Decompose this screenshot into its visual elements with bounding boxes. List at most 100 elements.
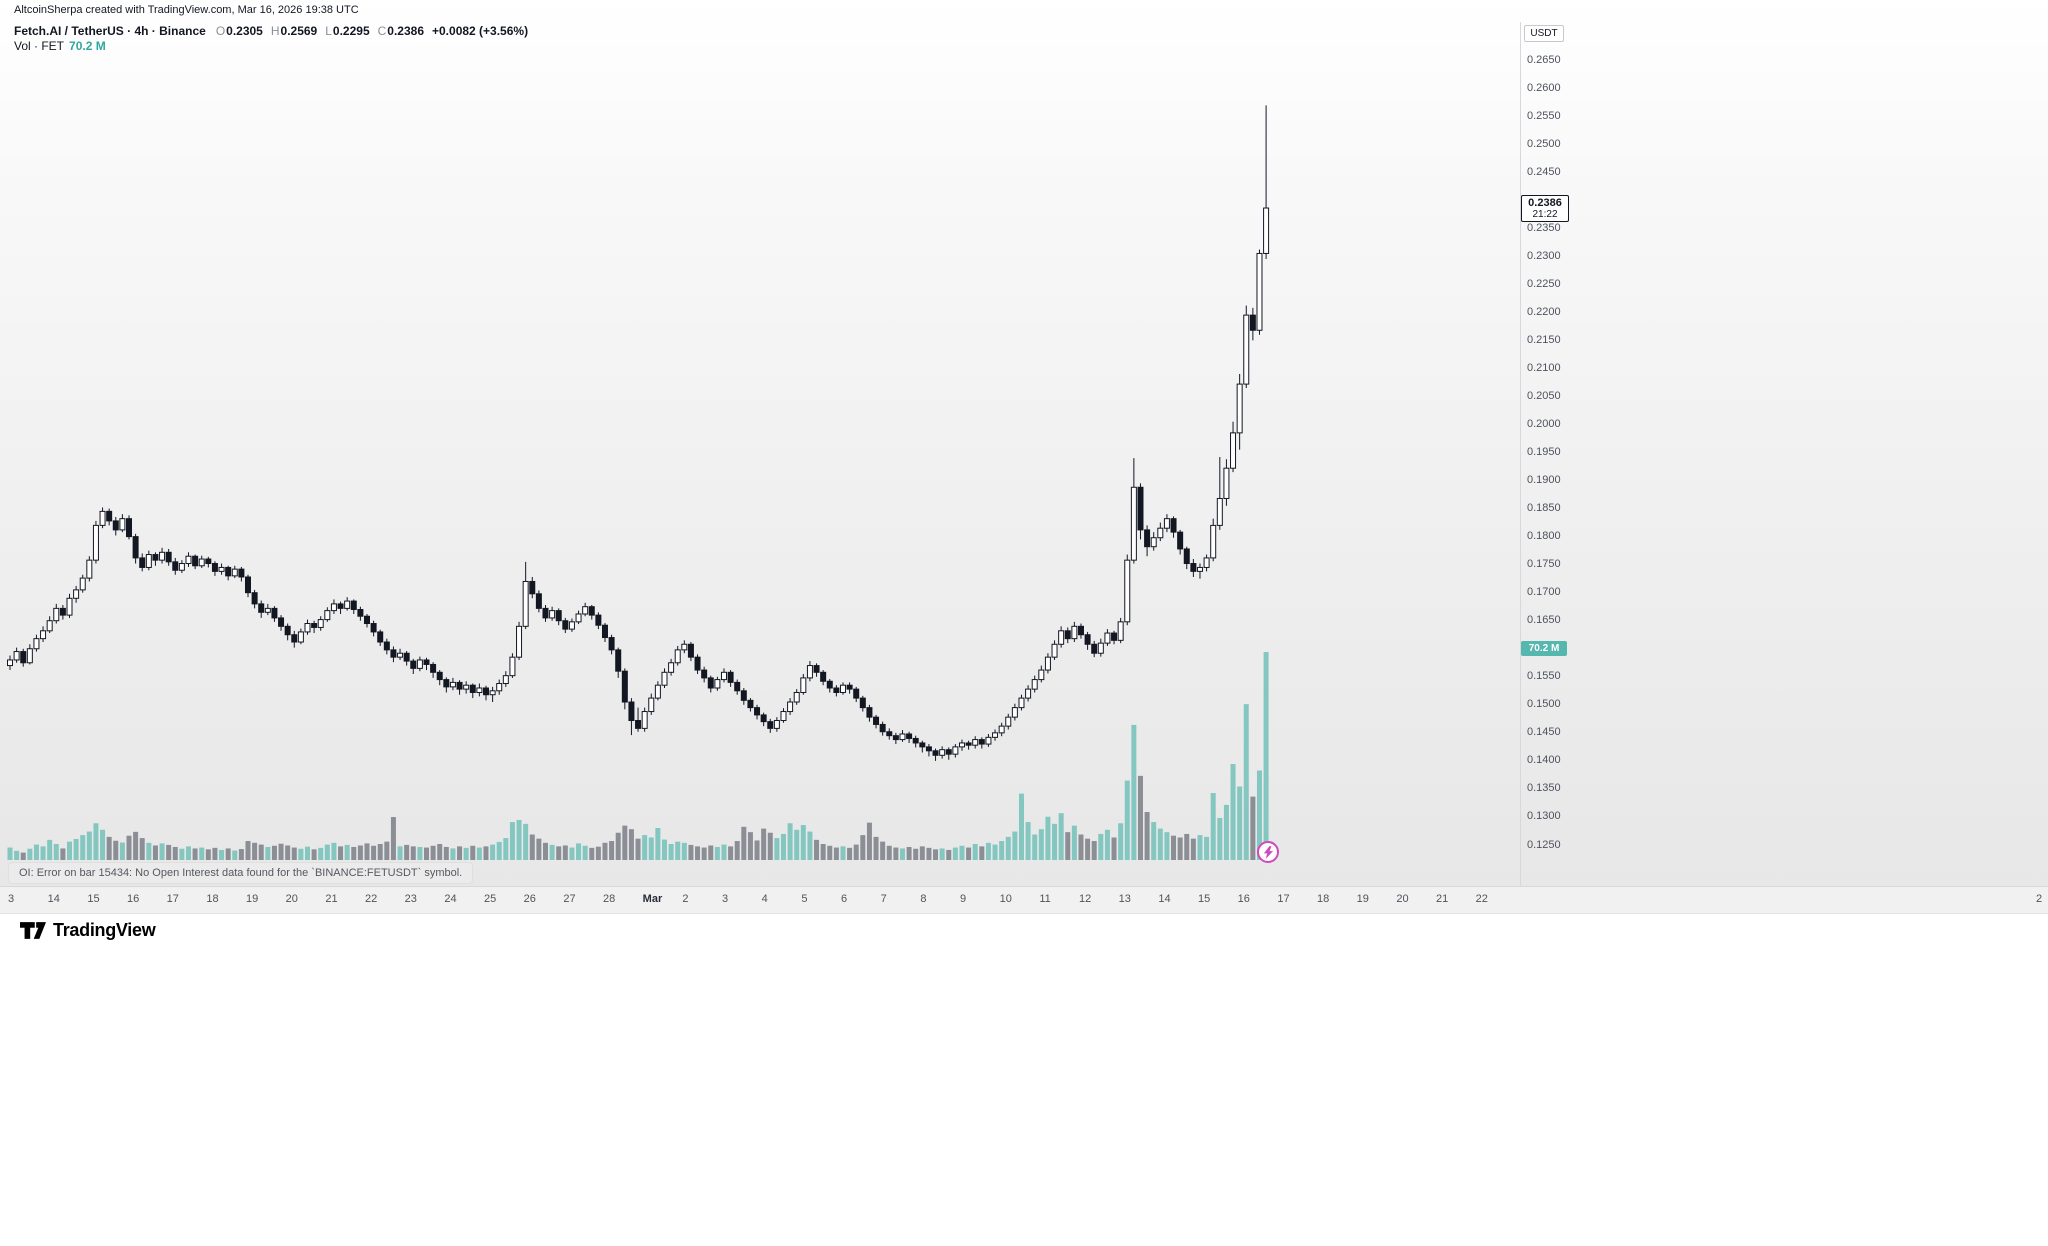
high-readout: H0.2569 (271, 24, 317, 38)
price-tick: 0.1750 (1527, 558, 1561, 571)
attribution-text: AltcoinSherpa created with TradingView.c… (14, 4, 359, 16)
time-tick: 25 (484, 893, 497, 905)
time-tick: 16 (127, 893, 140, 905)
price-tick: 0.2200 (1527, 305, 1561, 318)
time-tick: 10 (999, 893, 1012, 905)
price-tick: 0.1350 (1527, 782, 1561, 795)
time-tick: 3 (8, 893, 15, 905)
price-tick: 0.2650 (1527, 53, 1561, 66)
bar-countdown: 21:22 (1532, 209, 1558, 220)
lightning-glyph (1263, 845, 1273, 859)
time-tick: 18 (1317, 893, 1330, 905)
price-tick: 0.2500 (1527, 137, 1561, 150)
price-tick: 0.1650 (1527, 614, 1561, 627)
time-tick: 21 (1436, 893, 1449, 905)
tradingview-logo[interactable]: TradingView (20, 920, 156, 941)
price-tick: 0.1250 (1527, 838, 1561, 851)
time-tick: 12 (1079, 893, 1092, 905)
time-tick: 21 (325, 893, 338, 905)
chart-background (0, 0, 2048, 886)
price-tick: 0.1900 (1527, 474, 1561, 487)
high-value: 0.2569 (280, 24, 318, 38)
time-tick: 7 (880, 893, 887, 905)
time-tick: 4 (761, 893, 768, 905)
time-tick-edge: 2 (2036, 893, 2043, 905)
low-label: L (325, 24, 332, 38)
time-tick: 15 (87, 893, 100, 905)
price-tick: 0.2300 (1527, 249, 1561, 262)
volume-legend: Vol · FET 70.2 M (14, 39, 106, 53)
time-tick: 14 (1158, 893, 1171, 905)
price-tick: 0.2000 (1527, 417, 1561, 430)
time-tick: 11 (1039, 893, 1051, 905)
close-label: C (377, 24, 387, 38)
time-tick: 8 (920, 893, 927, 905)
tradingview-logo-text: TradingView (53, 920, 156, 940)
time-tick: 17 (1277, 893, 1290, 905)
time-tick: 20 (285, 893, 298, 905)
price-tick: 0.1400 (1527, 754, 1561, 767)
time-tick: 13 (1118, 893, 1131, 905)
volume-value: 70.2 M (69, 39, 106, 53)
low-value: 0.2295 (332, 24, 370, 38)
current-price-label: 0.2386 21:22 (1521, 195, 1569, 222)
price-tick: 0.2100 (1527, 361, 1561, 374)
time-tick: 19 (1356, 893, 1369, 905)
close-readout: C0.2386 (378, 24, 424, 38)
time-tick: 14 (47, 893, 60, 905)
time-tick: 15 (1198, 893, 1211, 905)
price-tick: 0.2150 (1527, 333, 1561, 346)
tradingview-logo-icon (20, 922, 46, 939)
open-label: O (215, 24, 226, 38)
open-readout: O0.2305 (216, 24, 263, 38)
time-tick: 3 (722, 893, 729, 905)
low-readout: L0.2295 (325, 24, 369, 38)
time-tick: 5 (801, 893, 808, 905)
ohlc-readout: O0.2305 H0.2569 L0.2295 C0.2386 +0.0082 … (216, 24, 528, 38)
time-tick: 26 (523, 893, 536, 905)
time-axis[interactable]: 3 14 15 16 17 18 19 20 21 22 23 24 25 26 27 28 Mar 2 3 4 5 6 7… (0, 886, 2048, 914)
change-value: +0.0082 (+3.56%) (432, 24, 529, 38)
time-tick: 24 (444, 893, 457, 905)
volume-label: Vol · FET (14, 39, 65, 53)
price-tick: 0.1450 (1527, 726, 1561, 739)
error-message: OI: Error on bar 15434: No Open Interest… (8, 862, 474, 884)
high-label: H (270, 24, 280, 38)
symbol-title[interactable]: Fetch.AI / TetherUS · 4h · Binance (14, 24, 206, 38)
close-value: 0.2386 (387, 24, 424, 38)
time-tick: Mar (642, 893, 663, 905)
price-tick: 0.2350 (1527, 221, 1561, 234)
price-tick: 0.1700 (1527, 586, 1561, 599)
price-tick: 0.2600 (1527, 81, 1561, 94)
time-tick: 17 (166, 893, 179, 905)
current-price-value: 0.2386 (1528, 197, 1562, 209)
boost-lightning-icon[interactable] (1257, 841, 1279, 863)
price-tick: 0.2550 (1527, 109, 1561, 122)
time-tick: 27 (563, 893, 576, 905)
time-tick: 23 (404, 893, 417, 905)
price-tick: 0.1500 (1527, 698, 1561, 711)
time-tick: 19 (246, 893, 259, 905)
price-tick: 0.1800 (1527, 530, 1561, 543)
price-tick: 0.1850 (1527, 502, 1561, 515)
price-axis[interactable]: 0.26500.26000.25500.25000.24500.24000.23… (1520, 22, 1610, 886)
open-value: 0.2305 (226, 24, 263, 38)
time-tick: 9 (960, 893, 967, 905)
time-tick: 22 (365, 893, 378, 905)
time-tick: 18 (206, 893, 219, 905)
currency-button[interactable]: USDT (1524, 25, 1564, 42)
time-tick: 22 (1475, 893, 1488, 905)
price-tick: 0.1550 (1527, 670, 1561, 683)
price-tick: 0.1950 (1527, 446, 1561, 458)
price-tick: 0.2250 (1527, 277, 1561, 290)
time-tick: 16 (1237, 893, 1250, 905)
symbol-legend: Fetch.AI / TetherUS · 4h · Binance O0.23… (14, 24, 528, 38)
price-tick: 0.2450 (1527, 165, 1561, 178)
time-tick: 28 (603, 893, 616, 905)
time-tick: 6 (841, 893, 848, 905)
price-tick: 0.2050 (1527, 389, 1561, 402)
candlestick-plot[interactable] (0, 22, 2048, 886)
price-tick: 0.1300 (1527, 810, 1561, 823)
time-tick: 20 (1396, 893, 1409, 905)
